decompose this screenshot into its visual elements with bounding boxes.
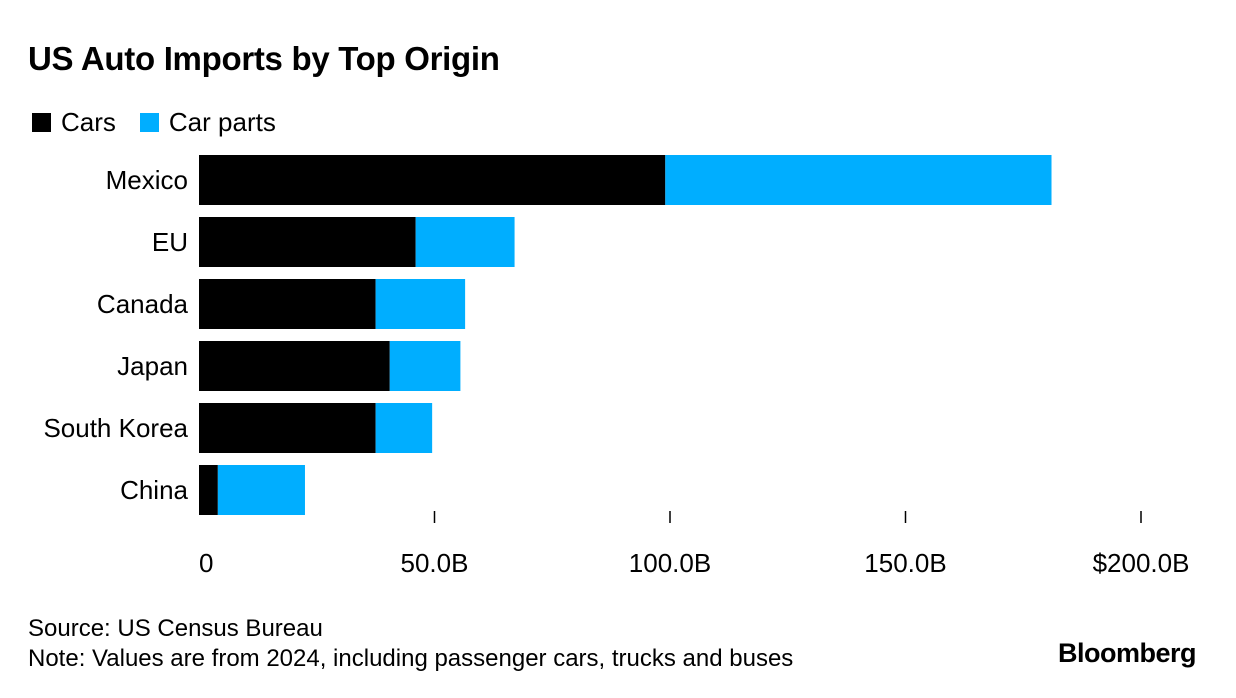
- legend-label-car-parts: Car parts: [168, 106, 276, 137]
- legend-item-cars: Cars: [32, 107, 116, 138]
- footer: Source: US Census Bureau Note: Values ar…: [28, 614, 793, 674]
- x-tick-label-50-0b: 50.0B: [401, 548, 469, 578]
- category-label-canada: Canada: [97, 289, 189, 319]
- values-note: Note: Values are from 2024, including pa…: [28, 645, 794, 672]
- category-label-china: China: [120, 475, 188, 505]
- source-note: Source: US Census Bureau: [28, 615, 323, 642]
- category-label-japan: Japan: [117, 351, 188, 381]
- x-tick-label-100-0b: 100.0B: [629, 548, 711, 578]
- bar-china-cars: [199, 465, 218, 515]
- bar-canada-cars: [199, 279, 376, 329]
- bar-mexico-car-parts: [665, 155, 1052, 205]
- legend-swatch-car-parts: [139, 112, 159, 132]
- category-label-eu: EU: [152, 227, 188, 257]
- legend: Cars Car parts: [32, 106, 300, 138]
- category-label-mexico: Mexico: [106, 165, 188, 195]
- category-label-south-korea: South Korea: [43, 413, 188, 443]
- legend-label-cars: Cars: [61, 106, 116, 137]
- bar-canada-car-parts: [375, 279, 466, 329]
- bar-china-car-parts: [217, 465, 305, 515]
- bar-chart: Mexico EU Canada Japan South Korea China 0 50.0…: [43, 155, 1190, 578]
- bar-japan-cars: [199, 341, 390, 391]
- x-tick-label-150-0b: 150.0B: [864, 548, 946, 578]
- x-tick-label-200-0b: $200.0B: [1093, 548, 1190, 578]
- bar-japan-car-parts: [389, 341, 461, 391]
- legend-item-car-parts: Car parts: [139, 106, 276, 138]
- bar-eu-car-parts: [415, 217, 515, 267]
- bar-south-korea-cars: [199, 403, 376, 453]
- chart-title: US Auto Imports by Top Origin: [28, 40, 500, 77]
- bar-eu-cars: [199, 217, 416, 267]
- x-tick-label-0: 0: [199, 548, 213, 578]
- bar-south-korea-car-parts: [375, 403, 433, 453]
- bloomberg-logo: Bloomberg: [1057, 638, 1197, 668]
- bar-mexico-cars: [199, 155, 666, 205]
- legend-swatch-cars: [32, 112, 51, 132]
